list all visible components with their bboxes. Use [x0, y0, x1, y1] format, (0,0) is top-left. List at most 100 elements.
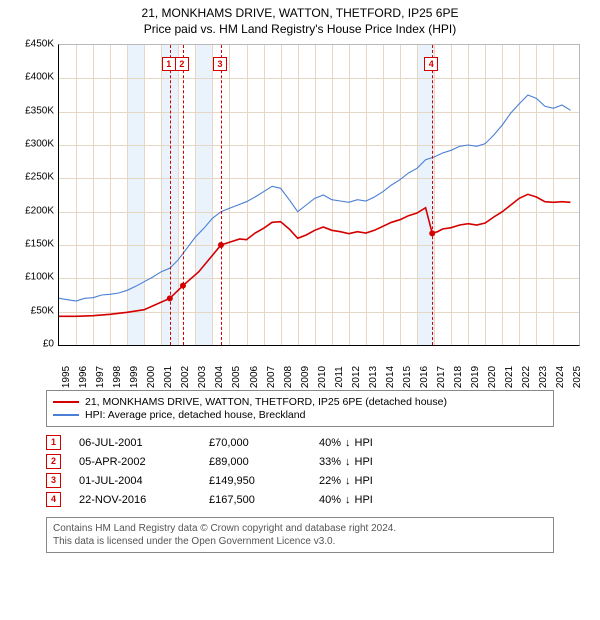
- x-axis-label: 2001: [163, 366, 174, 388]
- x-axis-label: 2014: [385, 366, 396, 388]
- chart-container: 21, MONKHAMS DRIVE, WATTON, THETFORD, IP…: [0, 0, 600, 553]
- legend-item: 21, MONKHAMS DRIVE, WATTON, THETFORD, IP…: [53, 396, 547, 408]
- transaction-row: 3 01-JUL-2004£149,95022% ↓ HPI: [46, 473, 554, 488]
- marker-box: 4: [424, 57, 438, 71]
- y-axis-label: £200K: [14, 205, 54, 216]
- footer-line2: This data is licensed under the Open Gov…: [53, 535, 547, 548]
- x-axis-label: 2012: [351, 366, 362, 388]
- x-axis-label: 2021: [504, 366, 515, 388]
- series-hpi-line: [59, 95, 571, 301]
- x-axis-label: 2025: [572, 366, 583, 388]
- x-axis-label: 2013: [368, 366, 379, 388]
- transaction-delta: 22% ↓ HPI: [319, 475, 373, 487]
- attribution-footer: Contains HM Land Registry data © Crown c…: [46, 517, 554, 553]
- transactions-table: 106-JUL-2001£70,00040%↓HPI205-APR-2002£8…: [46, 435, 554, 507]
- x-axis-label: 2018: [453, 366, 464, 388]
- x-axis-label: 2000: [146, 366, 157, 388]
- y-axis-label: £350K: [14, 105, 54, 116]
- chart-area: £0 £50K £100K £150K £200K £250K £300K £350K £400…: [12, 44, 588, 384]
- delta-percent: 40%: [319, 494, 341, 506]
- arrow-down-icon: ↓: [345, 475, 351, 487]
- delta-suffix: HPI: [355, 494, 373, 506]
- x-axis-label: 2004: [214, 366, 225, 388]
- arrow-down-icon: ↓: [345, 456, 351, 468]
- x-axis-label: 2007: [266, 366, 277, 388]
- transaction-number: 4: [46, 492, 61, 507]
- x-axis-label: 2008: [283, 366, 294, 388]
- x-axis-label: 1998: [112, 366, 123, 388]
- delta-percent: 22%: [319, 475, 341, 487]
- transaction-date: 22-NOV-2016: [79, 494, 209, 506]
- y-axis-label: £100K: [14, 272, 54, 283]
- delta-percent: 33%: [319, 456, 341, 468]
- legend-swatch: [53, 414, 79, 416]
- y-axis-label: £0: [14, 339, 54, 350]
- x-axis-label: 1999: [129, 366, 140, 388]
- transaction-date: 06-JUL-2001: [79, 437, 209, 449]
- transaction-date: 05-APR-2002: [79, 456, 209, 468]
- legend-label: HPI: Average price, detached house, Brec…: [85, 409, 305, 421]
- marker-box: 2: [175, 57, 189, 71]
- marker-line: [432, 45, 433, 345]
- x-axis-label: 2022: [521, 366, 532, 388]
- transaction-price: £167,500: [209, 494, 319, 506]
- transaction-number: 3: [46, 473, 61, 488]
- marker-line: [170, 45, 171, 345]
- delta-suffix: HPI: [355, 456, 373, 468]
- chart-title-subtitle: Price paid vs. HM Land Registry's House …: [0, 22, 600, 36]
- marker-box: 3: [213, 57, 227, 71]
- marker-box: 1: [162, 57, 176, 71]
- transaction-row: 4 22-NOV-2016£167,50040% ↓ HPI: [46, 492, 554, 507]
- y-axis-label: £150K: [14, 239, 54, 250]
- chart-title-address: 21, MONKHAMS DRIVE, WATTON, THETFORD, IP…: [0, 6, 600, 20]
- legend-label: 21, MONKHAMS DRIVE, WATTON, THETFORD, IP…: [85, 396, 447, 408]
- x-axis-label: 2005: [231, 366, 242, 388]
- x-axis-label: 2010: [317, 366, 328, 388]
- y-axis-label: £450K: [14, 39, 54, 50]
- legend-swatch: [53, 401, 79, 403]
- x-axis-label: 2017: [436, 366, 447, 388]
- y-axis-label: £300K: [14, 139, 54, 150]
- series-price-line: [59, 194, 571, 316]
- transaction-delta: 40% ↓ HPI: [319, 437, 373, 449]
- arrow-down-icon: ↓: [345, 437, 351, 449]
- y-axis-label: £400K: [14, 72, 54, 83]
- transaction-price: £70,000: [209, 437, 319, 449]
- legend: 21, MONKHAMS DRIVE, WATTON, THETFORD, IP…: [46, 390, 554, 427]
- x-axis-label: 2015: [402, 366, 413, 388]
- x-axis-label: 2011: [334, 366, 345, 388]
- x-axis-label: 2016: [419, 366, 430, 388]
- x-axis-label: 2002: [180, 366, 191, 388]
- x-axis-label: 2019: [470, 366, 481, 388]
- x-axis-label: 1997: [95, 366, 106, 388]
- transaction-number: 2: [46, 454, 61, 469]
- x-axis-label: 2009: [300, 366, 311, 388]
- x-axis-label: 2020: [487, 366, 498, 388]
- y-axis-label: £250K: [14, 172, 54, 183]
- transaction-delta: 40% ↓ HPI: [319, 494, 373, 506]
- plot-area: [58, 44, 580, 346]
- transaction-price: £89,000: [209, 456, 319, 468]
- arrow-down-icon: ↓: [345, 494, 351, 506]
- transaction-price: £149,950: [209, 475, 319, 487]
- series-svg: [59, 45, 579, 345]
- title-block: 21, MONKHAMS DRIVE, WATTON, THETFORD, IP…: [0, 0, 600, 36]
- transaction-number: 1: [46, 435, 61, 450]
- delta-percent: 40%: [319, 437, 341, 449]
- x-axis-label: 2023: [538, 366, 549, 388]
- transaction-delta: 33% ↓ HPI: [319, 456, 373, 468]
- delta-suffix: HPI: [355, 437, 373, 449]
- marker-line: [221, 45, 222, 345]
- legend-item: HPI: Average price, detached house, Brec…: [53, 409, 547, 421]
- footer-line1: Contains HM Land Registry data © Crown c…: [53, 522, 547, 535]
- x-axis-label: 1995: [61, 366, 72, 388]
- x-axis-label: 2003: [197, 366, 208, 388]
- transaction-row: 1 06-JUL-2001£70,00040% ↓ HPI: [46, 435, 554, 450]
- transaction-date: 01-JUL-2004: [79, 475, 209, 487]
- transaction-row: 2 05-APR-2002£89,00033% ↓ HPI: [46, 454, 554, 469]
- x-axis-label: 2024: [555, 366, 566, 388]
- y-axis-label: £50K: [14, 305, 54, 316]
- marker-line: [183, 45, 184, 345]
- delta-suffix: HPI: [355, 475, 373, 487]
- x-axis-label: 2006: [249, 366, 260, 388]
